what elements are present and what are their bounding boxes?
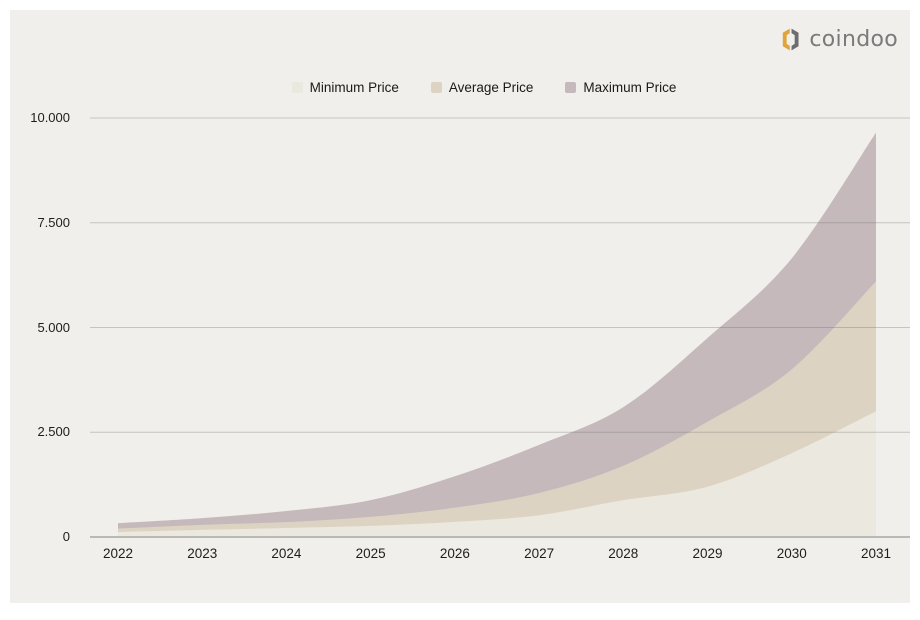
coindoo-logo-icon — [783, 28, 799, 51]
legend-label: Average Price — [448, 80, 534, 95]
legend-item-maximum-price: Maximum Price — [565, 80, 676, 95]
x-tick-label: 2025 — [355, 546, 386, 561]
coindoo-logo-text: coindoo — [809, 27, 898, 52]
x-tick-label: 2030 — [776, 546, 807, 561]
y-tick-label: 0 — [62, 529, 70, 544]
legend-swatch-average-price — [430, 82, 442, 93]
legend-label: Minimum Price — [309, 80, 399, 95]
x-tick-label: 2024 — [271, 546, 302, 561]
chart-legend: Minimum Price Average Price Maximum Price — [74, 80, 894, 95]
y-tick-label: 7.500 — [37, 214, 70, 230]
x-tick-label: 2028 — [608, 546, 639, 561]
legend-label: Maximum Price — [583, 80, 677, 95]
legend-item-average-price: Average Price — [430, 80, 534, 95]
legend-item-minimum-price: Minimum Price — [291, 80, 399, 95]
x-tick-label: 2027 — [524, 546, 555, 561]
area-average-price — [118, 281, 876, 537]
area-minimum-price — [118, 411, 876, 537]
coindoo-logo: coindoo — [778, 26, 898, 53]
x-tick-label: 2026 — [439, 546, 470, 561]
legend-swatch-maximum-price — [565, 82, 577, 93]
y-tick-label: 5.000 — [37, 319, 70, 335]
legend-swatch-minimum-price — [291, 82, 303, 93]
x-tick-label: 2022 — [102, 546, 134, 561]
x-tick-label: 2023 — [187, 546, 218, 561]
y-tick-label: 10.000 — [30, 110, 70, 125]
x-tick-label: 2031 — [860, 546, 891, 561]
y-tick-label: 2.500 — [37, 424, 70, 440]
x-tick-label: 2029 — [692, 546, 723, 561]
